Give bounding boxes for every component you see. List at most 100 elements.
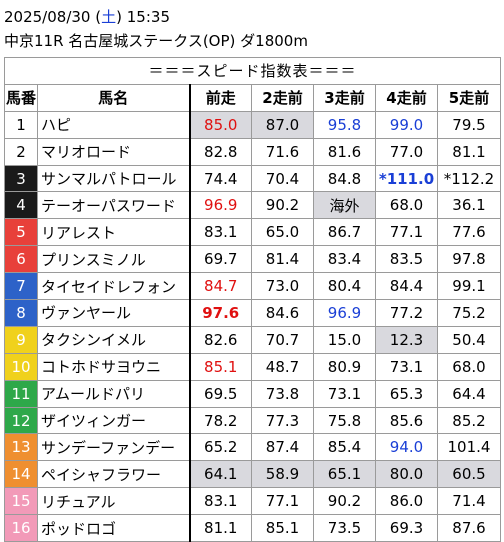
table-row: 7 タイセイドレフォン 84.7 73.0 80.4 84.4 99.1 — [4, 272, 501, 301]
table-row: 8 ヴァンヤール 97.6 84.6 96.9 77.2 75.2 — [4, 299, 501, 327]
table-row: 6 プリンスミノル 69.7 81.4 83.4 83.5 97.8 — [4, 245, 501, 274]
speed-value: 85.1 — [189, 352, 252, 381]
speed-value: 82.6 — [189, 325, 252, 354]
speed-value: 36.1 — [437, 191, 501, 220]
speed-value: 87.0 — [251, 110, 314, 139]
horse-name: リアレスト — [37, 218, 191, 247]
horse-name: ペイシャフラワー — [37, 460, 191, 489]
horse-name: テーオーパスワード — [37, 191, 191, 220]
speed-value: 85.2 — [437, 406, 501, 435]
speed-value: 71.6 — [251, 137, 314, 166]
table-row: 14 ペイシャフラワー 64.1 58.9 65.1 80.0 60.5 — [4, 460, 501, 489]
speed-value: 84.7 — [189, 272, 252, 301]
speed-value: 75.2 — [437, 299, 501, 327]
date-time-line: 2025/08/30 (土) 15:35 — [4, 6, 170, 27]
speed-value: 70.7 — [251, 325, 314, 354]
speed-value: 69.7 — [189, 245, 252, 274]
table-row: 15 リチュアル 83.1 77.1 90.2 86.0 71.4 — [4, 487, 501, 516]
speed-value: 77.2 — [375, 299, 438, 327]
col-header-last: 前走 — [189, 83, 252, 112]
race-title: 中京11R 名古屋城ステークス(OP) ダ1800m — [4, 32, 308, 50]
horse-number: 2 — [4, 137, 38, 166]
horse-number: 10 — [4, 352, 38, 381]
race-date: 2025/08/30 — [4, 8, 91, 26]
speed-value: 15.0 — [313, 325, 376, 354]
speed-value: 85.1 — [251, 514, 314, 542]
speed-value: 50.4 — [437, 325, 501, 354]
speed-value: 86.7 — [313, 218, 376, 247]
speed-value: 64.4 — [437, 379, 501, 408]
speed-value: 12.3 — [375, 325, 438, 354]
speed-value: 80.4 — [313, 272, 376, 301]
horse-number: 6 — [4, 245, 38, 274]
horse-name: プリンスミノル — [37, 245, 191, 274]
table-row: 9 タクシンイメル 82.6 70.7 15.0 12.3 50.4 — [4, 325, 501, 354]
speed-value: 60.5 — [437, 460, 501, 489]
horse-number: 14 — [4, 460, 38, 489]
speed-value: 77.3 — [251, 406, 314, 435]
header-row: 馬番 馬名 前走 2走前 3走前 4走前 5走前 — [4, 83, 501, 112]
speed-value: 73.5 — [313, 514, 376, 542]
speed-value: 65.3 — [375, 379, 438, 408]
speed-value: 73.0 — [251, 272, 314, 301]
speed-value: 83.5 — [375, 245, 438, 274]
speed-value: 97.8 — [437, 245, 501, 274]
horse-number: 5 — [4, 218, 38, 247]
speed-value: 96.9 — [189, 191, 252, 220]
weekday: (土) — [95, 8, 122, 26]
speed-value: 58.9 — [251, 460, 314, 489]
speed-value: 85.0 — [189, 110, 252, 139]
horse-name: アムールドパリ — [37, 379, 191, 408]
speed-value: 69.3 — [375, 514, 438, 542]
horse-number: 13 — [4, 433, 38, 462]
horse-name: サンデーファンデー — [37, 433, 191, 462]
speed-value: 48.7 — [251, 352, 314, 381]
col-header-5th: 5走前 — [437, 83, 501, 112]
speed-value: 65.2 — [189, 433, 252, 462]
col-header-2nd: 2走前 — [251, 83, 314, 112]
race-time: 15:35 — [126, 8, 170, 26]
speed-value: 83.4 — [313, 245, 376, 274]
horse-number: 16 — [4, 514, 38, 542]
speed-value: 79.5 — [437, 110, 501, 139]
horse-number: 15 — [4, 487, 38, 516]
table-row: 10 コトホドサヨウニ 85.1 48.7 80.9 73.1 68.0 — [4, 352, 501, 381]
speed-value: 80.0 — [375, 460, 438, 489]
speed-value: 81.6 — [313, 137, 376, 166]
speed-value: 海外 — [313, 191, 376, 220]
speed-value: 94.0 — [375, 433, 438, 462]
speed-value: 96.9 — [313, 299, 376, 327]
speed-value: 90.2 — [251, 191, 314, 220]
speed-value: *111.0 — [375, 164, 438, 193]
horse-name: リチュアル — [37, 487, 191, 516]
horse-name: サンマルパトロール — [37, 164, 191, 193]
speed-value: 77.0 — [375, 137, 438, 166]
table-row: 13 サンデーファンデー 65.2 87.4 85.4 94.0 101.4 — [4, 433, 501, 462]
speed-value: 68.0 — [437, 352, 501, 381]
speed-value: 68.0 — [375, 191, 438, 220]
speed-value: 81.4 — [251, 245, 314, 274]
speed-value: 87.6 — [437, 514, 501, 542]
speed-value: 84.6 — [251, 299, 314, 327]
speed-value: 74.4 — [189, 164, 252, 193]
speed-value: 83.1 — [189, 487, 252, 516]
speed-value: 99.1 — [437, 272, 501, 301]
speed-value: 84.4 — [375, 272, 438, 301]
speed-value: 82.8 — [189, 137, 252, 166]
horse-name: ザイツィンガー — [37, 406, 191, 435]
horse-number: 8 — [4, 299, 38, 327]
speed-value: 85.6 — [375, 406, 438, 435]
speed-value: *112.2 — [437, 164, 501, 193]
col-header-3rd: 3走前 — [313, 83, 376, 112]
horse-name: ハピ — [37, 110, 191, 139]
speed-value: 85.4 — [313, 433, 376, 462]
speed-value: 75.8 — [313, 406, 376, 435]
speed-value: 65.1 — [313, 460, 376, 489]
speed-value: 90.2 — [313, 487, 376, 516]
speed-value: 95.8 — [313, 110, 376, 139]
speed-value: 64.1 — [189, 460, 252, 489]
horse-name: ポッドロゴ — [37, 514, 191, 542]
table-row: 1 ハピ 85.0 87.0 95.8 99.0 79.5 — [4, 110, 501, 139]
table-title-row: ＝＝＝スピード指数表＝＝＝ — [4, 57, 501, 85]
